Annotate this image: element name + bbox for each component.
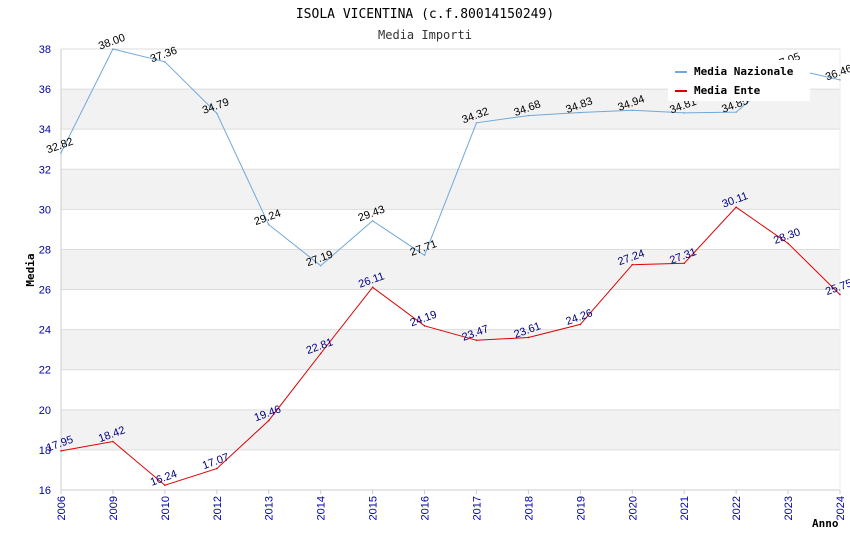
series-line-media-ente [60, 206, 841, 486]
data-point [60, 450, 62, 452]
y-tick-label: 26 [39, 285, 51, 297]
data-point [164, 484, 166, 486]
data-label: 24.19 [409, 309, 439, 330]
x-tick-label: 2010 [160, 496, 172, 520]
data-point [579, 111, 582, 114]
x-tick-label: 2019 [575, 496, 587, 520]
data-point [371, 219, 374, 222]
series-lines [60, 48, 841, 486]
chart-subtitle: Media Importi [378, 28, 472, 42]
x-tick-label: 2024 [835, 496, 847, 520]
data-label: 32.82 [45, 136, 75, 157]
x-tick-label: 2014 [316, 496, 328, 520]
x-tick-label: 2023 [783, 496, 795, 520]
y-tick-label: 32 [39, 164, 51, 176]
legend-label-media-ente: Media Ente [694, 84, 761, 97]
y-tick-label: 30 [39, 204, 51, 216]
x-tick-label: 2017 [471, 496, 483, 520]
data-point [112, 48, 114, 50]
data-point [267, 419, 270, 422]
data-label: 36.46 [824, 63, 850, 84]
y-tick-label: 34 [39, 124, 51, 136]
chart-title: ISOLA VICENTINA (c.f.80014150249) [296, 7, 554, 22]
y-tick-label: 28 [39, 244, 51, 256]
data-point [60, 152, 62, 154]
data-label: 29.24 [253, 207, 283, 228]
grid-band [61, 329, 840, 370]
data-label: 28.30 [772, 226, 802, 247]
grid-bands [61, 89, 840, 450]
data-point [527, 114, 530, 117]
y-tick-label: 24 [39, 325, 51, 337]
y-tick-label: 36 [39, 84, 51, 96]
x-tick-label: 2018 [523, 496, 535, 520]
x-tick-label: 2013 [264, 496, 276, 520]
series-line-media-nazionale [60, 48, 841, 267]
x-tick-label: 2021 [679, 496, 691, 520]
y-tick-label: 16 [39, 485, 51, 497]
data-point [216, 112, 218, 115]
axes [60, 49, 841, 491]
data-point [319, 264, 322, 267]
y-axis-title: Media [24, 253, 37, 286]
data-point [683, 112, 685, 114]
legend-box [668, 60, 810, 101]
gridlines [61, 48, 840, 491]
data-point [267, 223, 270, 226]
x-tick-label: 2006 [56, 496, 68, 520]
legend-label-media-nazionale: Media Nazionale [694, 65, 794, 78]
y-tick-label: 22 [39, 365, 51, 377]
data-point [475, 339, 478, 342]
x-tick-label: 2020 [627, 496, 639, 520]
grid-band [61, 409, 840, 450]
data-point [631, 263, 634, 266]
data-point [112, 440, 114, 443]
data-label: 37.36 [149, 45, 179, 66]
data-point [631, 109, 634, 112]
x-tick-label: 2016 [420, 496, 432, 520]
data-point [475, 121, 478, 124]
data-point [216, 467, 218, 470]
data-point [735, 111, 737, 113]
y-tick-label: 18 [39, 445, 51, 457]
x-tick-label: 2022 [731, 496, 743, 520]
data-point [579, 323, 582, 326]
x-axis-title: Anno [812, 517, 839, 530]
data-point [164, 61, 166, 63]
y-tick-labels: 16 18 20 22 24 26 28 30 32 34 36 38 [39, 44, 51, 497]
x-tick-labels: 2006 2009 2010 2012 2013 2014 2015 2016 2017 2018… [56, 490, 847, 520]
x-tick-label: 2009 [108, 496, 120, 520]
data-point [683, 262, 685, 265]
data-point [839, 79, 841, 81]
data-point [839, 293, 841, 296]
data-label: 16.24 [149, 468, 179, 489]
y-tick-label: 20 [39, 405, 51, 417]
data-point [423, 254, 426, 257]
x-tick-label: 2012 [212, 496, 224, 520]
data-point [319, 352, 322, 355]
data-point [423, 325, 426, 327]
data-point [787, 242, 789, 245]
x-tick-label: 2015 [368, 496, 380, 520]
data-point [735, 206, 737, 208]
data-point [527, 336, 530, 339]
grid-band [61, 249, 840, 290]
data-label: 17.95 [45, 434, 75, 455]
legend: Media Nazionale Media Ente [668, 60, 810, 101]
data-point [371, 286, 374, 289]
y-tick-label: 38 [39, 44, 51, 56]
